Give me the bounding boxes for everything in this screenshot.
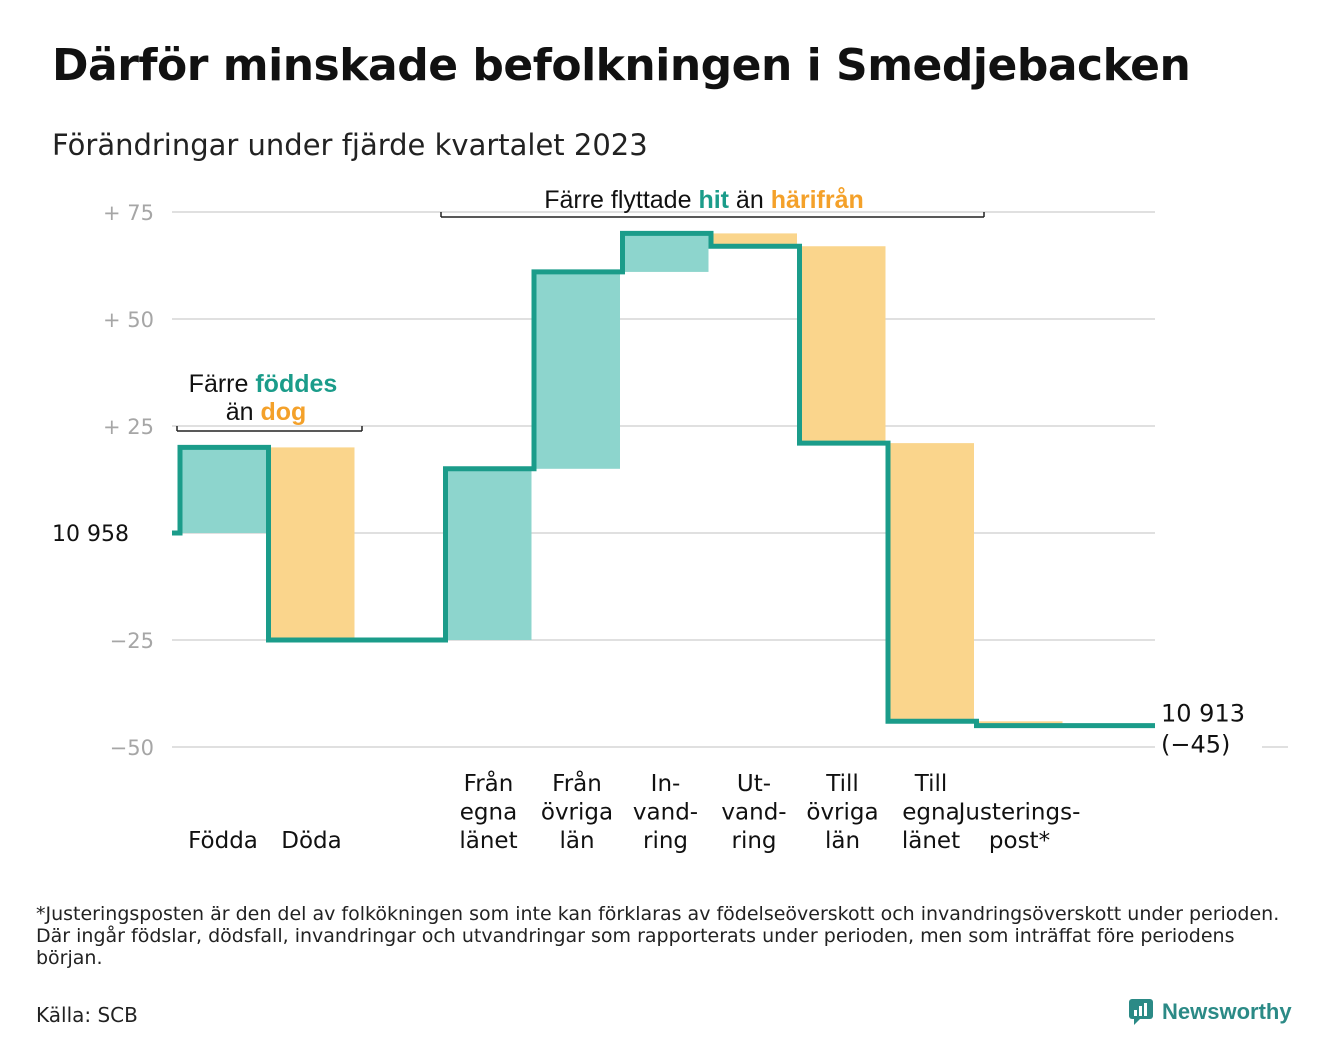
category-label: länet — [459, 828, 517, 854]
chart-subtitle: Förändringar under fjärde kvartalet 2023 — [52, 128, 648, 162]
category-label: Till — [825, 771, 859, 797]
footnote: *Justeringsposten är den del av folkökni… — [36, 903, 1280, 969]
category-label: länet — [902, 828, 960, 854]
category-label: län — [559, 828, 594, 854]
start-value-label: 10 958 — [52, 522, 129, 547]
newsworthy-logo-icon — [1129, 999, 1153, 1025]
y-tick-label: −50 — [110, 736, 154, 760]
category-label: Födda — [188, 828, 258, 854]
category-label: län — [825, 828, 860, 854]
brand-name: Newsworthy — [1162, 999, 1292, 1024]
labels: + 75 + 50 + 25 −25 −50 10 958 Födda Döda Från egn… — [52, 186, 1245, 854]
category-label: post* — [989, 828, 1050, 854]
bars — [180, 233, 1063, 726]
category-label: Döda — [281, 828, 341, 854]
category-label: övriga — [541, 800, 613, 826]
category-label: övriga — [806, 800, 878, 826]
category-label: Till — [914, 771, 948, 797]
end-value-label: 10 913 — [1161, 700, 1245, 728]
category-label: Från — [552, 769, 602, 797]
category-label: Justerings- — [957, 800, 1081, 826]
category-label: ring — [731, 828, 776, 854]
bar-decrease — [799, 246, 886, 444]
source-note: Källa: SCB — [36, 1003, 138, 1027]
brand-logo[interactable]: Newsworthy — [1128, 998, 1292, 1026]
gridlines — [172, 211, 1288, 748]
waterfall-chart: + 75 + 50 + 25 −25 −50 10 958 Födda Döda Från egn… — [52, 186, 1288, 854]
births-annotation-line2: än dog — [226, 398, 307, 426]
category-label: egna — [460, 800, 517, 826]
bar-increase — [445, 468, 532, 640]
chart-title: Därför minskade befolkningen i Smedjebac… — [52, 40, 1191, 91]
bar-decrease — [888, 443, 974, 722]
category-label: ring — [643, 828, 688, 854]
end-change-label: (−45) — [1161, 731, 1230, 759]
category-label: egna — [902, 800, 959, 826]
category-label: vand- — [721, 800, 786, 826]
running-total-line — [172, 230, 1155, 729]
running-total-path — [172, 230, 1155, 729]
bar-increase — [180, 447, 266, 533]
category-label: In- — [651, 771, 681, 797]
y-tick-label: −25 — [110, 629, 154, 653]
bar-increase — [534, 271, 620, 469]
y-tick-label: + 75 — [103, 201, 154, 225]
births-annotation-line1: Färre föddes — [189, 370, 338, 398]
bar-decrease — [268, 447, 355, 640]
category-label: Från — [464, 769, 514, 797]
category-label: Ut- — [737, 771, 771, 797]
y-tick-label: + 50 — [103, 308, 154, 332]
migration-annotation: Färre flyttade hit än härifrån — [544, 186, 864, 214]
category-label: vand- — [633, 800, 698, 826]
bar-decrease — [711, 233, 797, 247]
y-tick-label: + 25 — [103, 415, 154, 439]
bar-increase — [622, 233, 709, 272]
